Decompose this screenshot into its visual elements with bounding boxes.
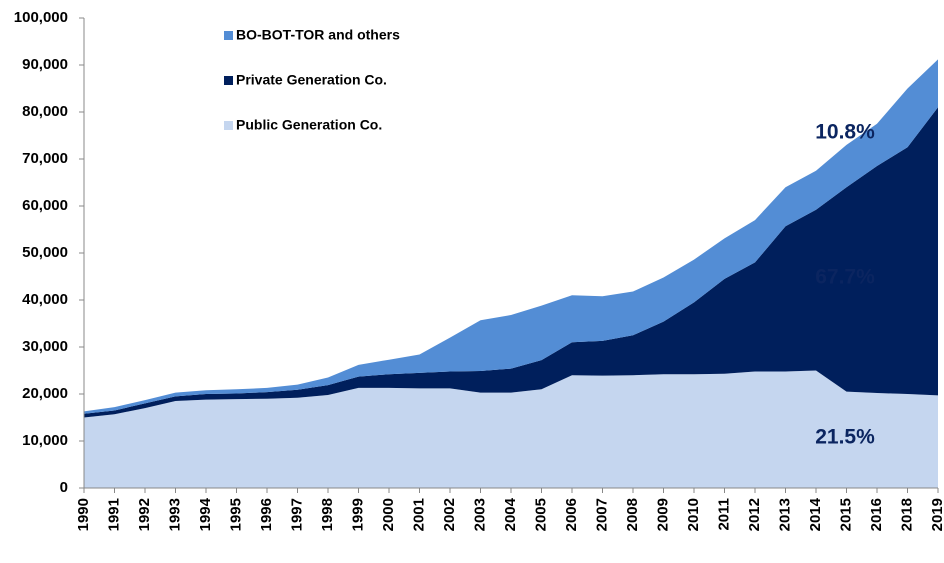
x-tick-label: 2018: [898, 498, 915, 531]
x-tick-label: 2009: [654, 498, 671, 531]
y-tick-label: 0: [60, 479, 68, 496]
x-tick-label: 1997: [288, 498, 305, 531]
legend-swatch: [224, 31, 233, 40]
x-tick-label: 2014: [807, 497, 824, 531]
y-tick-label: 30,000: [22, 338, 68, 355]
y-tick-label: 80,000: [22, 103, 68, 120]
area: [84, 370, 938, 488]
y-tick-label: 10,000: [22, 432, 68, 449]
x-tick-label: 2002: [441, 498, 458, 531]
y-tick-label: 90,000: [22, 56, 68, 73]
y-tick-label: 70,000: [22, 150, 68, 167]
area: [84, 107, 938, 418]
x-tick-label: 2008: [624, 498, 641, 531]
legend-label: BO-BOT-TOR and others: [236, 27, 400, 43]
y-tick-label: 50,000: [22, 244, 68, 261]
x-tick-label: 1996: [258, 498, 275, 531]
area: [84, 59, 938, 414]
x-tick-label: 2011: [715, 498, 732, 531]
y-tick-label: 20,000: [22, 385, 68, 402]
x-tick-label: 2010: [685, 498, 702, 531]
x-tick-label: 1999: [349, 498, 366, 531]
x-tick-label: 1993: [166, 498, 183, 531]
x-tick-label: 2001: [410, 498, 427, 531]
x-tick-label: 2012: [746, 498, 763, 531]
x-tick-label: 2006: [563, 498, 580, 531]
x-tick-label: 1991: [105, 498, 122, 531]
legend-label: Private Generation Co.: [236, 72, 387, 88]
x-tick-label: 1995: [227, 498, 244, 531]
x-tick-label: 1998: [319, 498, 336, 531]
y-tick-label: 60,000: [22, 197, 68, 214]
annotation: 10.8%: [815, 121, 875, 144]
x-tick-label: 2000: [380, 498, 397, 531]
y-tick-label: 100,000: [14, 9, 68, 26]
annotation: 67.7%: [815, 266, 875, 289]
y-tick-label: 40,000: [22, 291, 68, 308]
x-tick-label: 2019: [929, 498, 944, 531]
annotation: 21.5%: [815, 426, 875, 449]
x-tick-label: 2005: [532, 498, 549, 531]
x-tick-label: 1992: [136, 498, 153, 531]
x-tick-label: 2013: [776, 498, 793, 531]
x-tick-label: 1990: [75, 498, 92, 531]
x-tick-label: 2016: [868, 498, 885, 531]
x-tick-label: 2007: [593, 498, 610, 531]
x-tick-label: 2015: [837, 498, 854, 531]
legend-swatch: [224, 76, 233, 85]
x-tick-label: 1994: [197, 497, 214, 531]
legend-swatch: [224, 121, 233, 130]
x-tick-label: 2004: [502, 497, 519, 531]
legend-label: Public Generation Co.: [236, 117, 382, 133]
x-tick-label: 2003: [471, 498, 488, 531]
